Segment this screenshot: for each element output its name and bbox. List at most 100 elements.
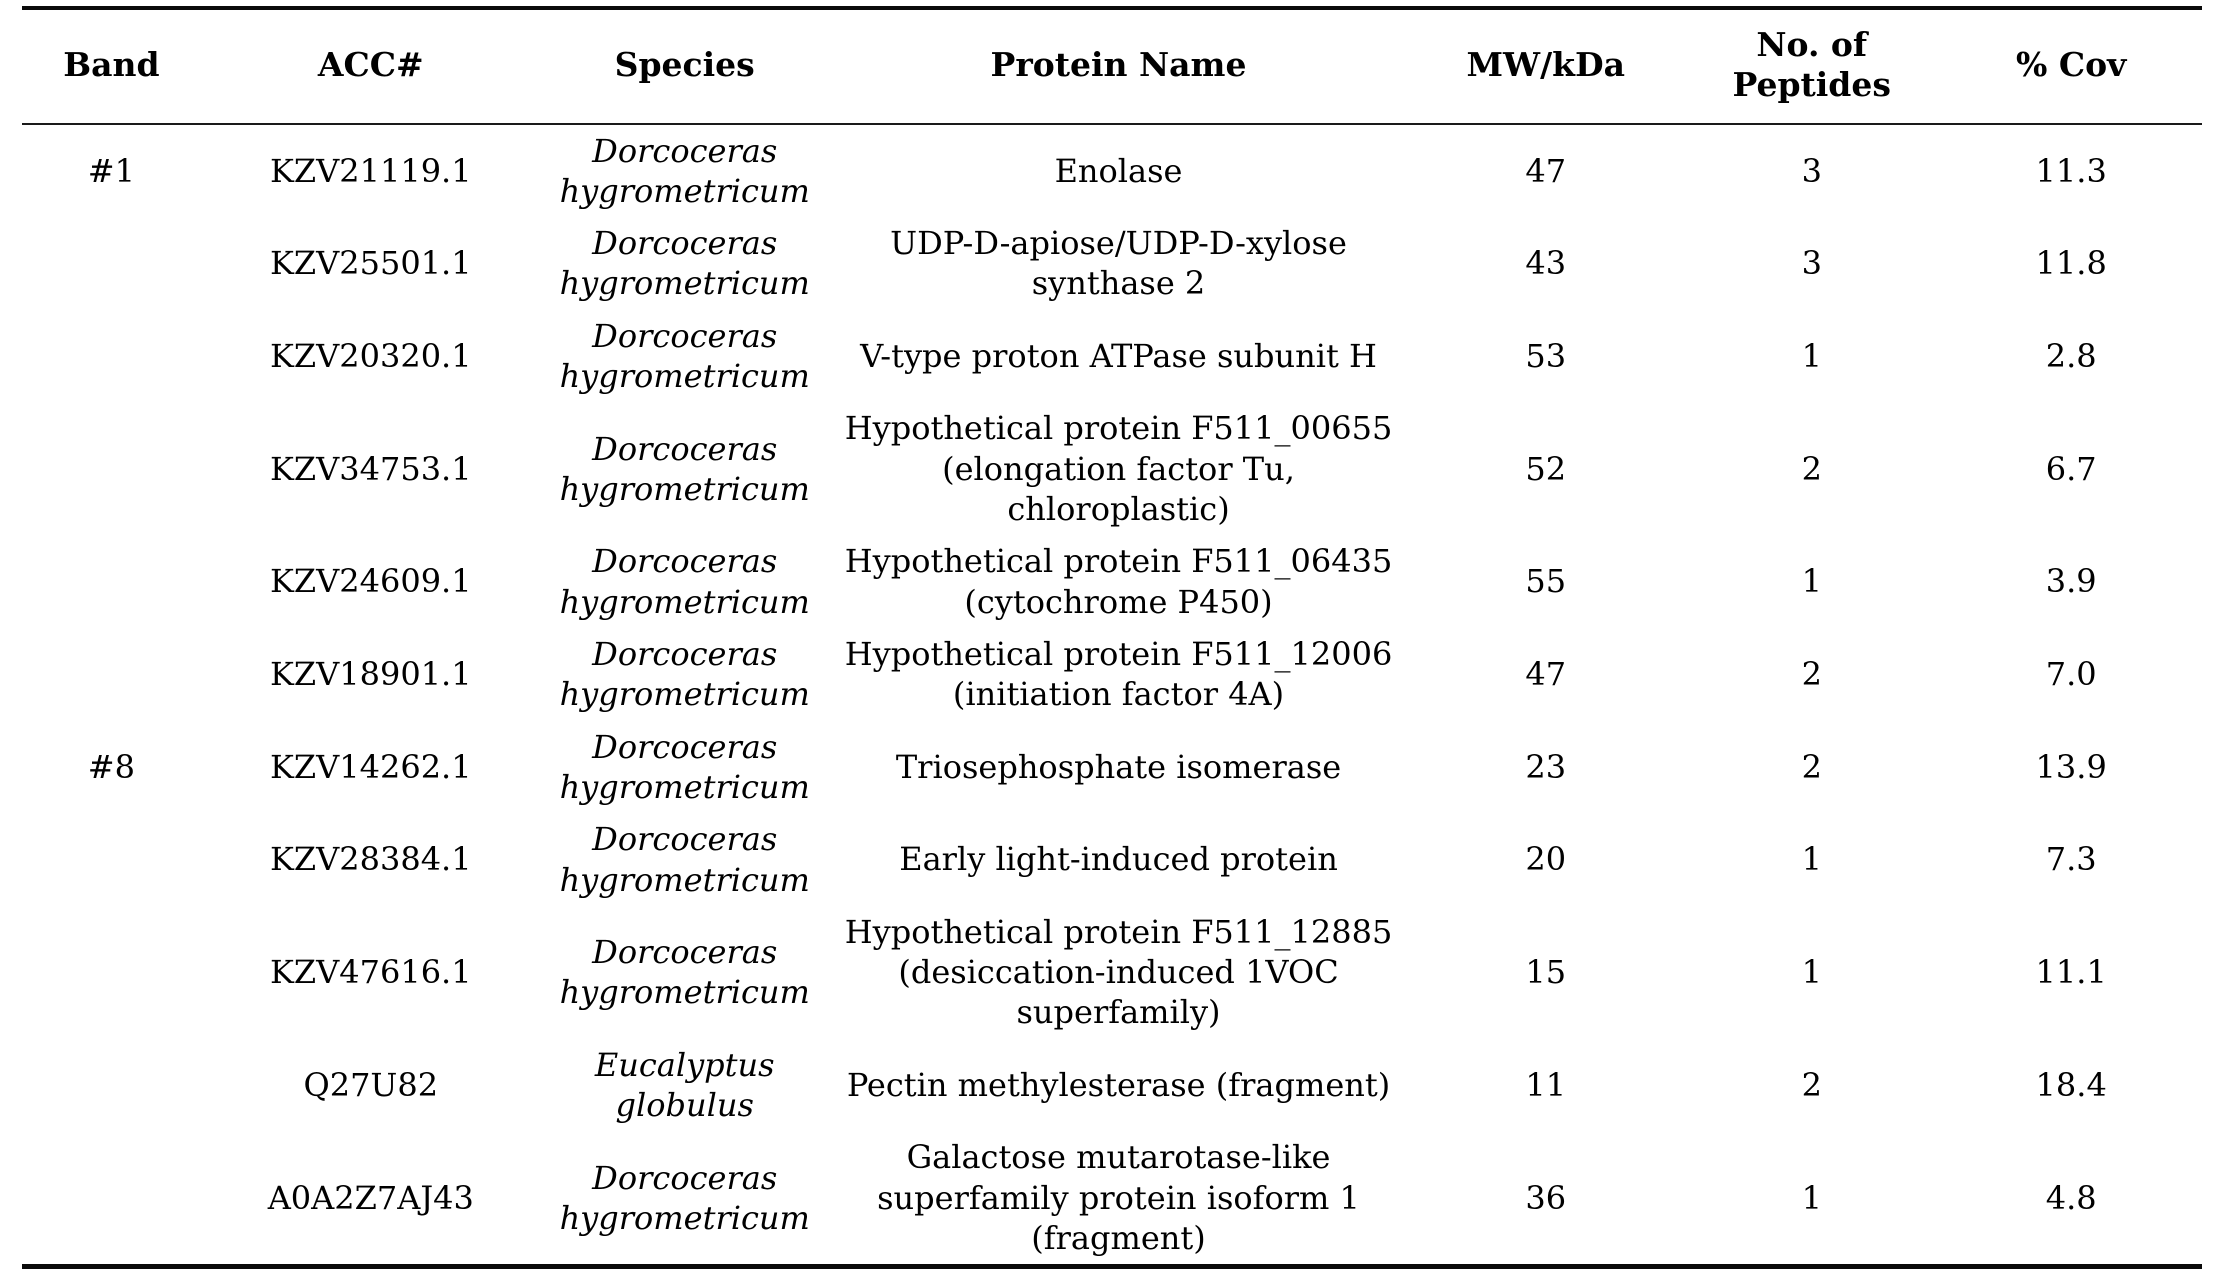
- cov-cell: 3.9: [2045, 562, 2097, 601]
- table-row: Q27U82 Eucalyptus globulus Pectin methyl…: [22, 1039, 2202, 1132]
- cov-cell: 6.7: [2045, 449, 2097, 488]
- band-cell: [22, 813, 201, 906]
- peptides-cell: 1: [1801, 840, 1822, 879]
- cov-cell: 18.4: [2035, 1065, 2107, 1104]
- band-cell: #1: [87, 151, 135, 190]
- protein-name-cell: V-type proton ATPase subunit H: [860, 336, 1377, 375]
- protein-name-cell: Enolase: [1054, 151, 1183, 190]
- acc-cell: KZV25501.1: [270, 244, 472, 283]
- peptides-cell: 1: [1801, 953, 1822, 992]
- cov-cell: 13.9: [2035, 747, 2107, 786]
- peptides-cell: 1: [1801, 562, 1822, 601]
- band-cell: #8: [87, 747, 135, 786]
- mw-cell: 47: [1525, 655, 1567, 694]
- table-row: #1 KZV21119.1 Dorcoceras hygrometricum E…: [22, 124, 2202, 218]
- header-row: Band ACC# Species Protein Name MW/kDa No…: [22, 8, 2202, 125]
- species-cell: Dorcoceras hygrometricum: [559, 131, 810, 210]
- cov-cell: 11.1: [2035, 953, 2107, 992]
- mw-cell: 20: [1525, 840, 1567, 879]
- table-row: #8 KZV14262.1 Dorcoceras hygrometricum T…: [22, 721, 2202, 814]
- col-header-band: Band: [22, 8, 201, 125]
- table-header: Band ACC# Species Protein Name MW/kDa No…: [22, 8, 2202, 125]
- protein-name-cell: Hypothetical protein F511_00655 (elongat…: [844, 409, 1393, 528]
- species-cell: Dorcoceras hygrometricum: [559, 429, 810, 508]
- mw-cell: 52: [1525, 449, 1567, 488]
- cov-cell: 7.3: [2045, 840, 2097, 879]
- table-row: KZV20320.1 Dorcoceras hygrometricum V-ty…: [22, 310, 2202, 403]
- band-cell: [22, 535, 201, 628]
- band-cell: [22, 1039, 201, 1132]
- peptides-cell: 3: [1801, 244, 1822, 283]
- col-header-peptides: No. of Peptides: [1683, 8, 1941, 125]
- protein-name-cell: Early light-induced protein: [899, 840, 1338, 879]
- mw-cell: 23: [1525, 747, 1567, 786]
- protein-name-cell: Hypothetical protein F511_12006 (initiat…: [844, 634, 1393, 714]
- mw-cell: 15: [1525, 953, 1567, 992]
- mw-cell: 55: [1525, 562, 1567, 601]
- band-cell: [22, 402, 201, 535]
- cov-cell: 7.0: [2045, 655, 2097, 694]
- species-cell: Dorcoceras hygrometricum: [559, 727, 810, 806]
- protein-name-cell: Galactose mutarotase-like superfamily pr…: [877, 1138, 1360, 1257]
- peptides-cell: 2: [1801, 1065, 1822, 1104]
- acc-cell: KZV18901.1: [270, 655, 472, 694]
- peptides-cell: 2: [1801, 449, 1822, 488]
- mw-cell: 11: [1525, 1065, 1567, 1104]
- table-row: KZV28384.1 Dorcoceras hygrometricum Earl…: [22, 813, 2202, 906]
- species-cell: Dorcoceras hygrometricum: [559, 634, 810, 714]
- cov-cell: 11.3: [2035, 151, 2107, 190]
- species-cell: Dorcoceras hygrometricum: [559, 1158, 810, 1237]
- col-header-mw: MW/kDa: [1408, 8, 1684, 125]
- col-header-species: Species: [540, 8, 829, 125]
- acc-cell: Q27U82: [303, 1065, 439, 1104]
- acc-cell: KZV47616.1: [270, 953, 472, 992]
- species-cell: Dorcoceras hygrometricum: [559, 820, 810, 899]
- table-row: KZV25501.1 Dorcoceras hygrometricum UDP-…: [22, 217, 2202, 310]
- band-cell: [22, 628, 201, 721]
- acc-cell: KZV28384.1: [270, 840, 472, 879]
- cov-cell: 4.8: [2045, 1178, 2097, 1217]
- table-body: #1 KZV21119.1 Dorcoceras hygrometricum E…: [22, 124, 2202, 1267]
- species-cell: Dorcoceras hygrometricum: [559, 316, 810, 396]
- acc-cell: KZV20320.1: [270, 336, 472, 375]
- band-cell: [22, 906, 201, 1039]
- peptides-cell: 2: [1801, 747, 1822, 786]
- band-cell: [22, 1131, 201, 1266]
- mw-cell: 43: [1525, 244, 1567, 283]
- protein-name-cell: UDP-D-apiose/UDP-D-xylose synthase 2: [890, 224, 1347, 303]
- protein-name-cell: Hypothetical protein F511_06435 (cytochr…: [844, 542, 1393, 621]
- protein-name-cell: Pectin methylesterase (fragment): [846, 1065, 1391, 1104]
- band-cell: [22, 310, 201, 403]
- mw-cell: 36: [1525, 1178, 1567, 1217]
- table-row: A0A2Z7AJ43 Dorcoceras hygrometricum Gala…: [22, 1131, 2202, 1266]
- col-header-cov: % Cov: [1940, 8, 2202, 125]
- peptides-cell: 3: [1801, 151, 1822, 190]
- table-row: KZV47616.1 Dorcoceras hygrometricum Hypo…: [22, 906, 2202, 1039]
- species-cell: Eucalyptus globulus: [594, 1045, 775, 1125]
- peptides-cell: 2: [1801, 655, 1822, 694]
- mw-cell: 47: [1525, 151, 1567, 190]
- col-header-peptides-line1: No. of: [1756, 25, 1868, 64]
- acc-cell: KZV14262.1: [270, 747, 472, 786]
- mw-cell: 53: [1525, 336, 1567, 375]
- species-cell: Dorcoceras hygrometricum: [559, 542, 810, 621]
- acc-cell: KZV24609.1: [270, 562, 472, 601]
- table-row: KZV24609.1 Dorcoceras hygrometricum Hypo…: [22, 535, 2202, 628]
- protein-name-cell: Triosephosphate isomerase: [895, 747, 1342, 786]
- species-cell: Dorcoceras hygrometricum: [559, 932, 810, 1012]
- protein-id-table: Band ACC# Species Protein Name MW/kDa No…: [22, 6, 2202, 1270]
- species-cell: Dorcoceras hygrometricum: [559, 224, 810, 303]
- col-header-acc: ACC#: [200, 8, 541, 125]
- peptides-cell: 1: [1801, 1178, 1822, 1217]
- band-cell: [22, 217, 201, 310]
- table-row: KZV18901.1 Dorcoceras hygrometricum Hypo…: [22, 628, 2202, 721]
- col-header-peptides-line2: Peptides: [1732, 65, 1891, 105]
- acc-cell: KZV34753.1: [270, 449, 472, 488]
- acc-cell: KZV21119.1: [270, 151, 472, 190]
- protein-name-cell: Hypothetical protein F511_12885 (desicca…: [844, 912, 1393, 1032]
- cov-cell: 2.8: [2045, 336, 2097, 375]
- col-header-protein-name: Protein Name: [828, 8, 1409, 125]
- peptides-cell: 1: [1801, 336, 1822, 375]
- table-row: KZV34753.1 Dorcoceras hygrometricum Hypo…: [22, 402, 2202, 535]
